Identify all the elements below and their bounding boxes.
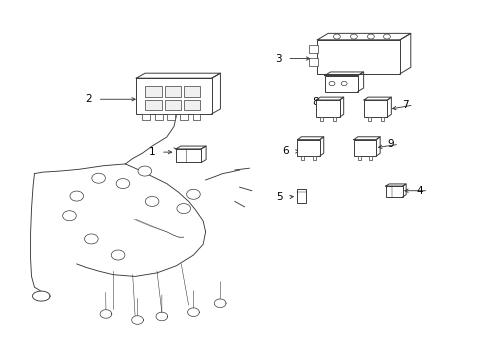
Circle shape (341, 81, 346, 86)
Text: 5: 5 (276, 192, 282, 202)
Circle shape (92, 173, 105, 183)
Circle shape (116, 179, 129, 189)
Text: 8: 8 (312, 97, 319, 107)
Bar (367, 117, 370, 121)
Bar (164, 100, 181, 111)
Circle shape (186, 189, 200, 199)
Circle shape (111, 250, 124, 260)
Bar (357, 156, 360, 159)
Text: 9: 9 (386, 139, 393, 149)
Circle shape (333, 34, 340, 39)
Bar (320, 117, 323, 121)
Circle shape (70, 191, 83, 201)
Circle shape (145, 197, 159, 206)
Text: 1: 1 (148, 147, 155, 157)
Circle shape (62, 211, 76, 221)
Text: 4: 4 (415, 186, 422, 196)
Bar (301, 156, 304, 159)
Bar (332, 117, 335, 121)
Bar (183, 100, 200, 111)
Text: 2: 2 (85, 94, 92, 104)
Bar (192, 114, 200, 120)
Text: 7: 7 (401, 100, 407, 110)
Bar (145, 100, 161, 111)
Bar (316, 100, 339, 117)
Bar (353, 140, 375, 156)
FancyBboxPatch shape (136, 78, 211, 114)
Bar (145, 86, 161, 97)
Bar (155, 114, 162, 120)
Bar (380, 117, 383, 121)
Bar (183, 86, 200, 97)
FancyBboxPatch shape (324, 76, 357, 91)
Bar (364, 100, 386, 117)
Circle shape (383, 34, 389, 39)
Circle shape (350, 34, 357, 39)
Bar (164, 86, 181, 97)
Bar (312, 156, 315, 159)
Circle shape (138, 166, 151, 176)
Bar (180, 114, 187, 120)
Bar (297, 189, 305, 203)
Bar (297, 140, 319, 156)
Text: 6: 6 (282, 147, 288, 157)
FancyBboxPatch shape (317, 40, 399, 74)
Bar (369, 156, 372, 159)
Circle shape (328, 81, 334, 86)
FancyBboxPatch shape (176, 149, 201, 162)
Bar (167, 114, 175, 120)
Bar (308, 45, 318, 53)
Circle shape (84, 234, 98, 244)
Circle shape (177, 203, 190, 213)
FancyBboxPatch shape (385, 186, 402, 197)
Bar (308, 58, 318, 66)
Bar (142, 114, 150, 120)
Circle shape (367, 34, 373, 39)
Text: 3: 3 (275, 54, 281, 64)
